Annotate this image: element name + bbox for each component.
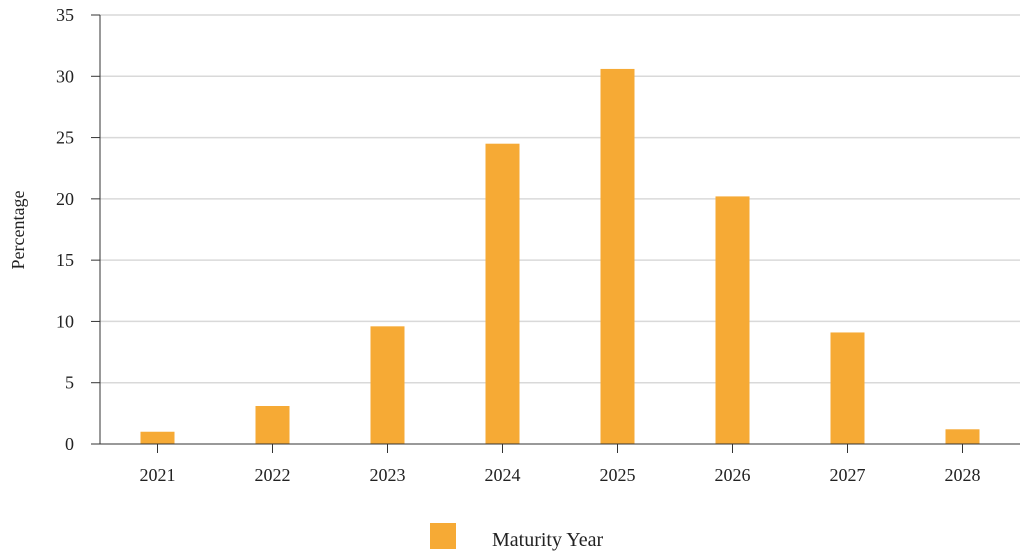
bars (140, 68, 980, 444)
y-tick-label-25: 25 (56, 128, 74, 148)
bar-2023 (370, 326, 405, 444)
x-tick-labels: 2021 2022 2023 2024 2025 2026 2027 2028 (140, 465, 981, 485)
bar-2021 (140, 431, 175, 444)
bar-2026 (715, 196, 750, 444)
x-tick-label-2027: 2027 (830, 465, 866, 485)
x-tick-label-2025: 2025 (600, 465, 636, 485)
bar-2027 (830, 332, 865, 444)
y-tick-label-15: 15 (56, 250, 74, 270)
x-tick-label-2026: 2026 (715, 465, 751, 485)
y-tick-labels: 0 5 10 15 20 25 30 35 (56, 5, 74, 454)
x-tick-label-2028: 2028 (945, 465, 981, 485)
axes (91, 14, 1020, 453)
legend-label-maturity-year: Maturity Year (492, 529, 603, 551)
y-tick-label-0: 0 (65, 434, 74, 454)
bar-2025 (600, 68, 635, 444)
x-tick-label-2022: 2022 (255, 465, 291, 485)
y-tick-label-5: 5 (65, 373, 74, 393)
y-tick-label-10: 10 (56, 311, 74, 331)
x-tick-label-2021: 2021 (140, 465, 176, 485)
legend: Maturity Year (430, 523, 603, 551)
y-axis-title: Percentage (8, 191, 28, 270)
y-tick-label-35: 35 (56, 5, 74, 25)
bar-2028 (945, 429, 980, 444)
bar-2022 (255, 406, 290, 444)
bar-2024 (485, 143, 520, 444)
y-tick-label-30: 30 (56, 66, 74, 86)
y-tick-label-20: 20 (56, 189, 74, 209)
legend-swatch (430, 523, 456, 549)
grid-lines (100, 14, 1020, 384)
x-tick-label-2024: 2024 (485, 465, 521, 485)
x-tick-label-2023: 2023 (370, 465, 406, 485)
